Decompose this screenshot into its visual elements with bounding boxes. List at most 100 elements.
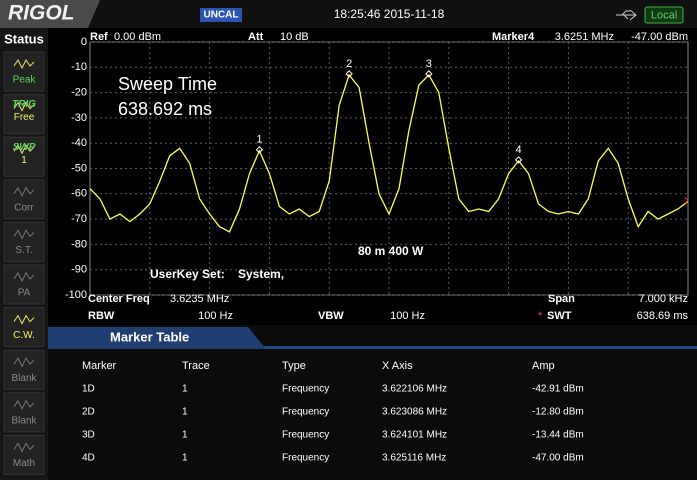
button-icon bbox=[13, 272, 35, 283]
sidebar-title: Status bbox=[4, 31, 44, 46]
sidebar-button[interactable] bbox=[3, 179, 45, 220]
table-rule bbox=[48, 346, 697, 349]
att-label: Att bbox=[248, 31, 264, 43]
datetime: 18:25:46 2015-11-18 bbox=[334, 7, 445, 21]
button-label: Math bbox=[13, 458, 35, 469]
button-icon bbox=[13, 144, 35, 155]
span-label: Span bbox=[548, 293, 575, 305]
sidebar-buttons: Peak TRIG Free SWP 1 Corr S.T. PA C.W. Blank Blank… bbox=[3, 51, 45, 475]
uncal: UNCAL bbox=[204, 10, 239, 21]
annotation: 80 m 400 W bbox=[358, 244, 424, 258]
table-cell: Frequency bbox=[282, 430, 329, 441]
span: 7.000 kHz bbox=[638, 293, 688, 305]
marker-symbol bbox=[255, 146, 264, 154]
table-title: Marker Table bbox=[110, 329, 189, 344]
column-header: Trace bbox=[182, 360, 210, 372]
button-label: Corr bbox=[14, 202, 34, 213]
rbw-label: RBW bbox=[88, 310, 115, 322]
trace-end-marker bbox=[684, 197, 689, 204]
local[interactable]: Local bbox=[651, 9, 677, 21]
y-tick-label: -100 bbox=[65, 289, 87, 301]
swt: 638.69 ms bbox=[637, 310, 689, 322]
rbw: 100 Hz bbox=[198, 310, 233, 322]
sidebar-button[interactable] bbox=[3, 307, 45, 348]
annotation: Sweep Time bbox=[118, 74, 217, 94]
button-label: Blank bbox=[11, 373, 37, 384]
sidebar-button[interactable] bbox=[3, 136, 45, 177]
button-icon bbox=[13, 442, 35, 453]
button-icon bbox=[13, 59, 35, 70]
column-header: Amp bbox=[532, 360, 555, 372]
annotation: 638.692 ms bbox=[118, 99, 212, 119]
button-icon bbox=[13, 101, 35, 112]
swt-star: * bbox=[538, 310, 543, 322]
button-label: Free bbox=[14, 112, 35, 123]
table-cell: 1 bbox=[182, 430, 188, 441]
usb-icon bbox=[616, 9, 637, 21]
table-cell: 1 bbox=[182, 384, 188, 395]
table-cell: 3.623086 MHz bbox=[382, 407, 447, 418]
y-tick-label: -40 bbox=[71, 137, 87, 149]
sidebar-button[interactable] bbox=[3, 264, 45, 305]
sidebar-button[interactable] bbox=[3, 434, 45, 475]
sidebar-button[interactable] bbox=[3, 51, 45, 92]
table-cell: 3D bbox=[82, 430, 95, 441]
local-box[interactable] bbox=[644, 6, 684, 24]
table-cell: 1D bbox=[82, 384, 95, 395]
button-label: C.W. bbox=[13, 330, 35, 341]
button-label: PA bbox=[18, 288, 31, 299]
marker-symbol bbox=[425, 70, 433, 78]
y-tick-label: -20 bbox=[71, 87, 87, 99]
marker-label: Marker4 bbox=[492, 31, 535, 43]
marker-symbol bbox=[345, 70, 353, 78]
table-cell: 1 bbox=[182, 407, 188, 418]
marker-freq: 3.6251 MHz bbox=[555, 31, 614, 43]
marker-table: Marker Trace Type X Axis Amp 1D 1 Frequency 3.62… bbox=[82, 360, 584, 464]
annotation: System, bbox=[238, 267, 284, 281]
marker-label: 4 bbox=[516, 144, 522, 156]
column-header: X Axis bbox=[382, 360, 413, 372]
button-label: SWP bbox=[13, 142, 36, 153]
logo-bg bbox=[0, 0, 100, 28]
vbw: 100 Hz bbox=[390, 310, 425, 322]
y-tick-label: -30 bbox=[71, 112, 87, 124]
y-tick-label: -10 bbox=[71, 61, 87, 73]
sidebar-button[interactable] bbox=[3, 392, 45, 433]
table-tab bbox=[48, 327, 266, 349]
vbw-label: VBW bbox=[318, 310, 344, 322]
button-icon bbox=[13, 314, 35, 325]
column-header: Type bbox=[282, 360, 306, 372]
button-label: Blank bbox=[11, 415, 37, 426]
table-cell: -12.80 dBm bbox=[532, 407, 584, 418]
y-tick-label: -90 bbox=[71, 264, 87, 276]
marker-label: 1 bbox=[256, 134, 262, 146]
sidebar-button[interactable] bbox=[3, 221, 45, 262]
logo: RIGOL bbox=[8, 2, 75, 25]
button-label: Peak bbox=[13, 75, 37, 86]
table-cell: 4D bbox=[82, 453, 95, 464]
sidebar-button[interactable] bbox=[3, 349, 45, 390]
y-tick-label: -80 bbox=[71, 238, 87, 250]
center-label: Center Freq bbox=[88, 293, 150, 305]
button-label: 1 bbox=[21, 155, 27, 166]
table-cell: Frequency bbox=[282, 453, 329, 464]
column-header: Marker bbox=[82, 360, 117, 372]
table-cell: 3.624101 MHz bbox=[382, 430, 447, 441]
button-label: TRIG bbox=[12, 99, 36, 110]
table-cell: 3.625116 MHz bbox=[382, 453, 446, 464]
marker-amp: -47.00 dBm bbox=[631, 31, 688, 43]
sidebar-button[interactable] bbox=[3, 94, 45, 135]
button-icon bbox=[13, 229, 35, 240]
table-cell: Frequency bbox=[282, 384, 329, 395]
att-value: 10 dB bbox=[280, 31, 309, 43]
ref-value: 0.00 dBm bbox=[114, 31, 161, 43]
button-icon bbox=[13, 186, 35, 197]
marker-table-bg bbox=[48, 325, 697, 480]
table-cell: -13.44 dBm bbox=[532, 430, 584, 441]
plot: 0 -10 -20 -30 -40 -50 -60 -70 -80 -90 -100 1 2 3 4 bbox=[65, 36, 689, 301]
ref-label: Ref bbox=[90, 31, 108, 43]
marker-symbol bbox=[514, 156, 523, 164]
y-tick-label: -60 bbox=[71, 188, 87, 200]
marker-label: 3 bbox=[426, 58, 432, 70]
